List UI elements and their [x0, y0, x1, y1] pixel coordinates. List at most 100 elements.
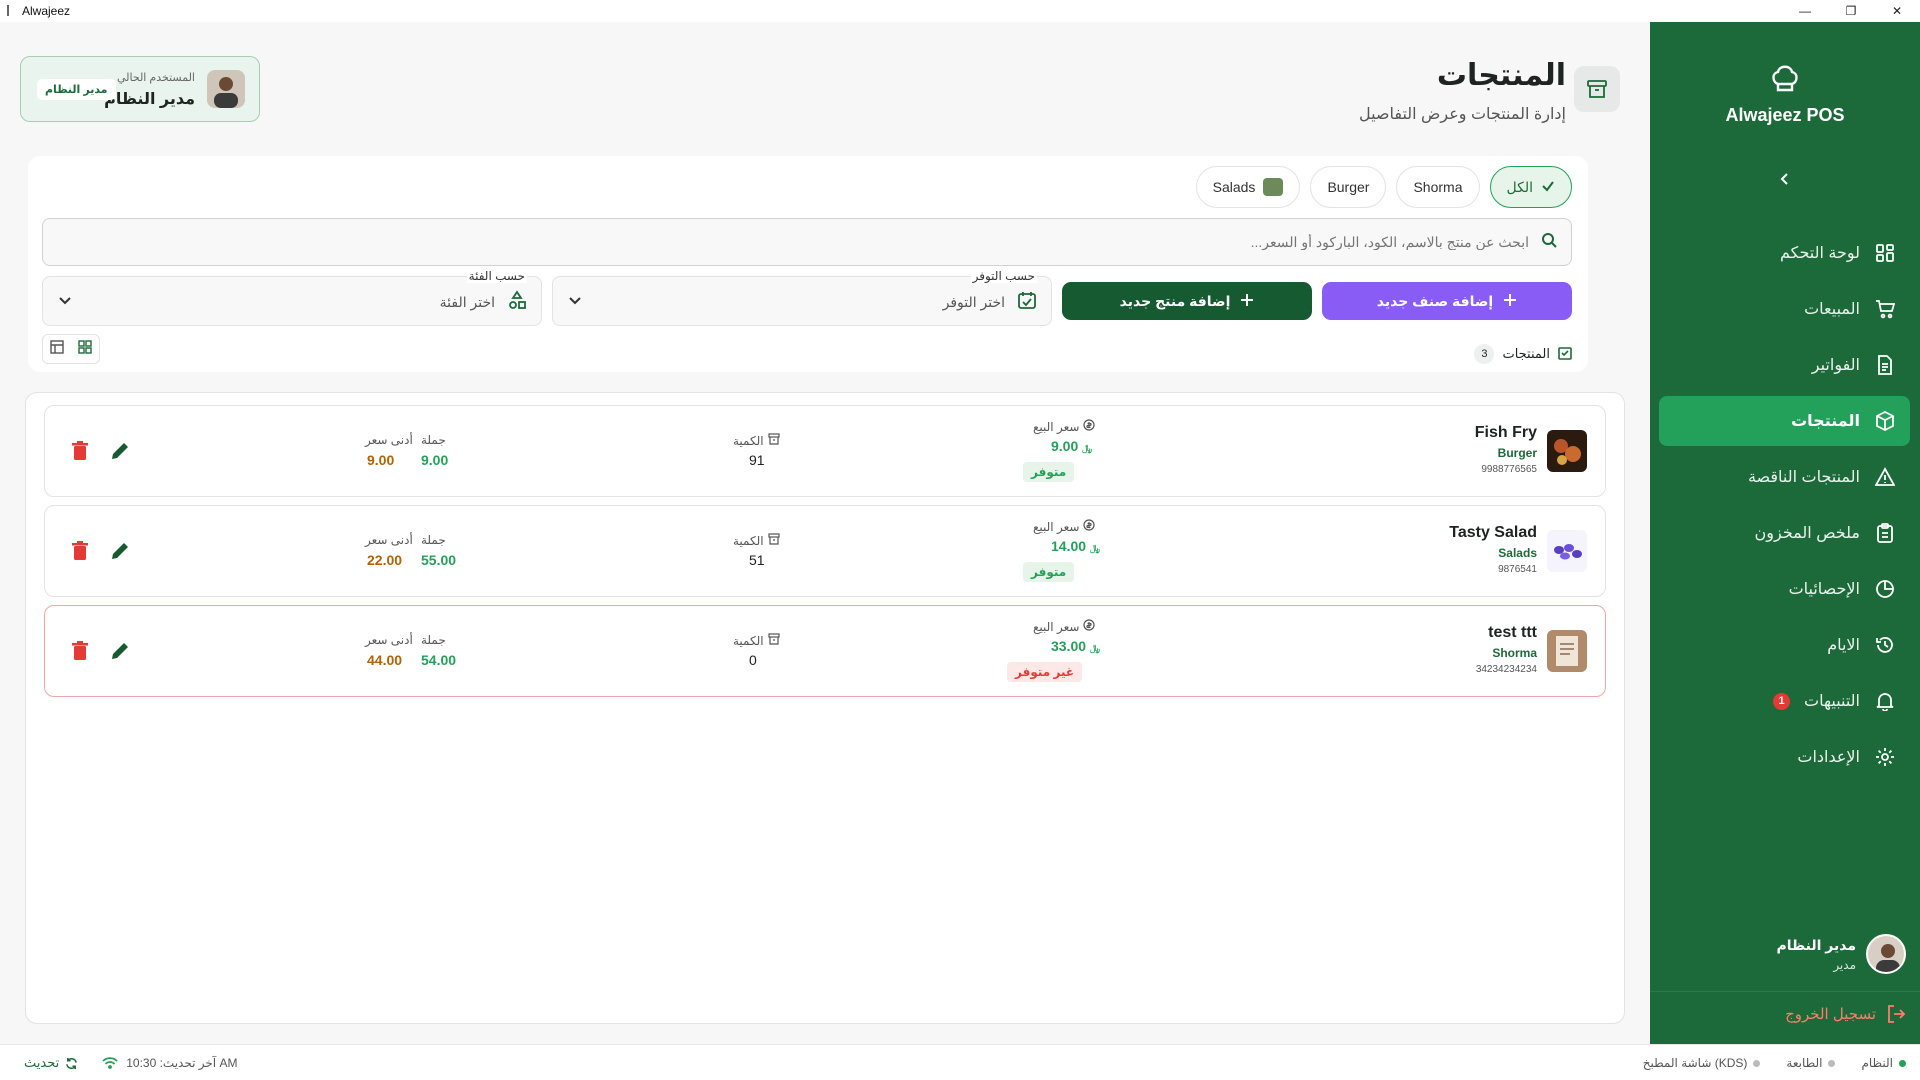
product-name: test ttt [1488, 624, 1537, 641]
category-select[interactable]: حسب الفئة اختر الفئة [42, 269, 543, 326]
shapes-icon [507, 290, 527, 315]
tab-burger[interactable]: Burger [1310, 166, 1387, 208]
sidebar-item-invoices[interactable]: الفواتير [1659, 340, 1910, 390]
refresh-button[interactable]: تحديث [24, 1055, 78, 1071]
printer-status-label: الطابعة [1786, 1056, 1823, 1070]
tab-label: الكل [1506, 178, 1534, 195]
product-card[interactable]: test ttt Shorma 34234234234 سعر البيع 33… [44, 605, 1606, 697]
sidebar-item-label: الإعدادات [1797, 749, 1860, 766]
sidebar-item-products[interactable]: المنتجات [1659, 396, 1910, 446]
chef-hat-icon [1772, 65, 1798, 92]
sidebar-item-label: لوحة التحكم [1779, 245, 1860, 262]
page-subtitle: إدارة المنتجات وعرض التفاصيل [1358, 106, 1566, 123]
product-name: Tasty Salad [1449, 524, 1537, 541]
archive-icon [1574, 66, 1620, 112]
brand: Alwajeez POS [1650, 60, 1920, 126]
clipboard-icon [1874, 522, 1896, 544]
plus-icon [1503, 293, 1517, 310]
delete-button[interactable] [69, 640, 91, 662]
coin-icon [1083, 619, 1096, 634]
wholesale-label: جملة [421, 633, 446, 647]
availability-select[interactable]: حسب التوفر اختر التوفر [552, 269, 1053, 326]
box-check-icon [1558, 346, 1572, 363]
product-card[interactable]: Fish Fry Burger 9988776565 سعر البيع 9.0… [44, 405, 1606, 497]
product-card[interactable]: Tasty Salad Salads 9876541 سعر البيع 14.… [44, 505, 1606, 597]
check-icon [1541, 179, 1555, 196]
product-code: 9988776565 [1481, 464, 1537, 475]
table-view-icon[interactable] [50, 339, 64, 359]
sidebar-item-label: التنبيهات [1804, 693, 1860, 710]
min-price-label: أدنى سعر [365, 633, 413, 647]
grid-view-icon[interactable] [78, 339, 92, 359]
logout-label: تسجيل الخروج [1785, 1006, 1876, 1023]
logout-button[interactable]: تسجيل الخروج [1785, 1004, 1906, 1024]
salads-thumbnail [1263, 178, 1284, 196]
avatar [1866, 934, 1906, 974]
products-count-label: المنتجات [1502, 346, 1550, 361]
sidebar-item-label: المبيعات [1804, 301, 1860, 318]
sidebar-item-low-stock[interactable]: المنتجات الناقصة [1659, 452, 1910, 502]
sidebar-collapse-button[interactable] [1768, 162, 1802, 196]
plus-icon [1240, 293, 1254, 310]
tab-all[interactable]: الكل [1489, 166, 1572, 208]
brand-name: Alwajeez POS [1725, 105, 1845, 125]
sidebar-item-days[interactable]: الايام [1659, 620, 1910, 670]
min-price-value: 44.00 [367, 652, 403, 668]
wifi-icon [102, 1057, 118, 1069]
add-product-button[interactable]: إضافة منتج جديد [1062, 282, 1313, 320]
product-thumbnail [1547, 430, 1587, 472]
edit-button[interactable] [109, 440, 131, 462]
sale-price-text: سعر البيع [1033, 419, 1080, 434]
warning-icon [1874, 466, 1896, 488]
product-category: Shorma [1492, 646, 1537, 660]
sidebar-item-inventory-summary[interactable]: ملخص المخزون [1659, 508, 1910, 558]
close-button[interactable]: ✕ [1891, 4, 1903, 18]
delete-button[interactable] [69, 540, 91, 562]
wholesale-label: جملة [421, 433, 446, 447]
min-price-value: 22.00 [367, 552, 403, 568]
price-number: 33.00 [1051, 638, 1087, 654]
sidebar-item-settings[interactable]: الإعدادات [1659, 732, 1910, 782]
status-badge: متوفر [1023, 462, 1075, 482]
status-left: تحديث آخر تحديث: 10:30 AM [24, 1055, 237, 1071]
status-dot [1753, 1059, 1761, 1067]
sidebar-item-sales[interactable]: المبيعات [1659, 284, 1910, 334]
sidebar-item-label: المنتجات [1791, 413, 1860, 430]
chevron-left-icon [1780, 173, 1788, 185]
products-count-number: 3 [1474, 344, 1495, 364]
chevron-down-icon [567, 292, 583, 313]
pencil-icon [112, 443, 128, 459]
restore-button[interactable]: ❐ [1845, 4, 1857, 18]
tab-shorma[interactable]: Shorma [1396, 166, 1480, 208]
pencil-icon [112, 643, 128, 659]
sidebar-item-statistics[interactable]: الإحصائيات [1659, 564, 1910, 614]
add-category-button[interactable]: إضافة صنف جديد [1322, 282, 1572, 320]
min-price-value: 9.00 [367, 452, 395, 468]
sidebar-nav: لوحة التحكم المبيعات الفواتير المنتجات ا… [1659, 228, 1910, 788]
coin-icon [1083, 419, 1096, 434]
status-bar: النظام الطابعة شاشة المطبخ (KDS) تحديث آ… [0, 1044, 1920, 1080]
availability-label: حسب التوفر [970, 269, 1038, 283]
edit-button[interactable] [109, 640, 131, 662]
delete-button[interactable] [69, 440, 91, 462]
sidebar-item-dashboard[interactable]: لوحة التحكم [1659, 228, 1910, 278]
products-list: Fish Fry Burger 9988776565 سعر البيع 9.0… [25, 392, 1625, 1024]
min-price-label: أدنى سعر [365, 433, 413, 447]
sale-price-value: 14.00 ﷼ [1051, 538, 1100, 554]
product-code: 9876541 [1498, 564, 1537, 575]
minimize-button[interactable]: — [1799, 4, 1811, 18]
status-badge: غير متوفر [1007, 662, 1083, 682]
sidebar-user: مدير النظام مدير [1776, 934, 1906, 974]
sidebar-item-notifications[interactable]: التنبيهات 1 [1659, 676, 1910, 726]
tab-salads[interactable]: Salads [1195, 166, 1301, 208]
products-count: المنتجات 3 [1474, 344, 1572, 364]
sale-price-label: سعر البيع [1033, 619, 1096, 634]
system-status: النظام [1861, 1056, 1906, 1070]
current-user-card: المستخدم الحالي مدير النظام مدير النظام [20, 56, 260, 122]
search-input[interactable] [57, 234, 1529, 250]
edit-button[interactable] [109, 540, 131, 562]
filter-panel: الكل Shorma Burger Salads إضافة صنف جديد… [28, 156, 1588, 372]
sidebar-item-label: ملخص المخزون [1754, 525, 1860, 542]
history-icon [1874, 634, 1896, 656]
page-title: المنتجات [1436, 59, 1566, 92]
